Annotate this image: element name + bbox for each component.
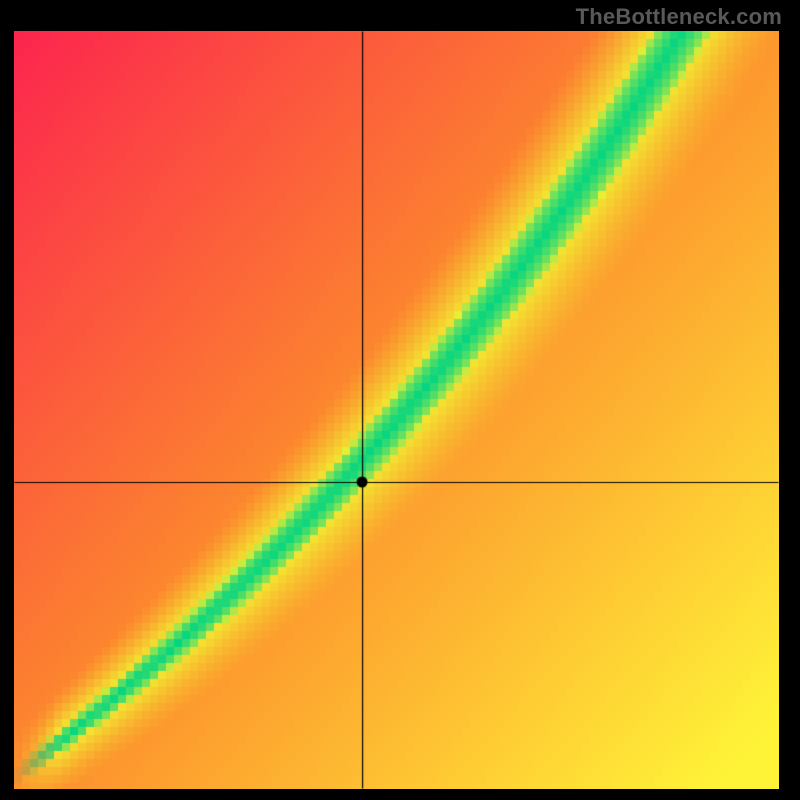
watermark-text: TheBottleneck.com	[576, 4, 782, 30]
crosshair-overlay	[14, 31, 779, 789]
chart-container: { "watermark": { "text": "TheBottleneck.…	[0, 0, 800, 800]
